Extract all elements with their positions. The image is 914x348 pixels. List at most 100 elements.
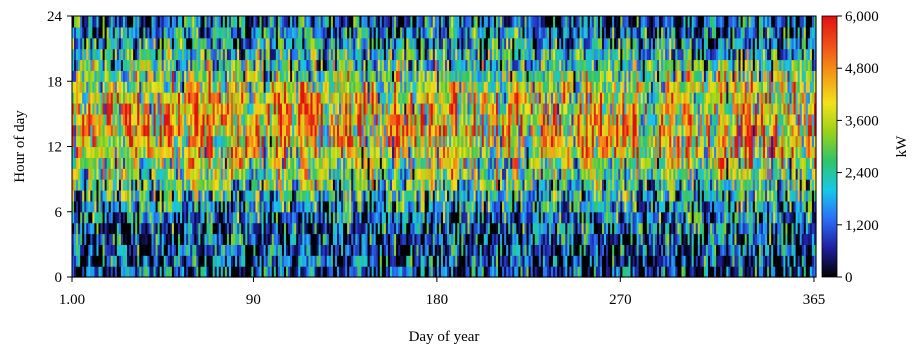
heatmap-cell: [277, 92, 281, 104]
heatmap-cell: [151, 233, 155, 245]
heatmap-cell: [316, 179, 320, 191]
heatmap-cell: [326, 200, 330, 213]
heatmap-cell: [432, 255, 436, 267]
heatmap-cell: [451, 233, 454, 245]
heatmap-cell: [320, 26, 324, 39]
heatmap-cell: [436, 222, 440, 235]
heatmap-cell: [245, 179, 248, 191]
heatmap-cell: [296, 135, 299, 148]
heatmap-cell: [149, 70, 153, 82]
heatmap-cell: [237, 266, 240, 278]
heatmap-cell: [106, 16, 110, 28]
heatmap-cell: [102, 124, 106, 137]
heatmap-cell: [120, 190, 124, 202]
heatmap-cell: [341, 168, 344, 180]
heatmap-cell: [222, 48, 226, 61]
heatmap-cell: [424, 26, 428, 39]
heatmap-cell: [198, 157, 202, 169]
heatmap-cell: [304, 37, 308, 50]
heatmap-cell: [167, 233, 171, 245]
heatmap-cell: [86, 103, 89, 115]
heatmap-cell: [381, 81, 385, 93]
heatmap-cell: [188, 168, 191, 180]
heatmap-cell: [159, 37, 163, 50]
heatmap-cell: [332, 59, 336, 71]
heatmap-cell: [286, 146, 289, 158]
heatmap-cell: [377, 135, 381, 148]
heatmap-cell: [339, 135, 342, 148]
heatmap-cell: [349, 255, 352, 267]
heatmap-cell: [371, 26, 375, 39]
heatmap-cell: [74, 16, 77, 28]
heatmap-cell: [90, 124, 93, 137]
heatmap-cell: [137, 124, 140, 137]
heatmap-cell: [271, 26, 275, 39]
heatmap-cell: [347, 168, 350, 180]
heatmap-cell: [300, 200, 303, 213]
heatmap-cell: [493, 157, 497, 169]
heatmap-cell: [353, 266, 356, 278]
heatmap-cell: [404, 168, 407, 180]
heatmap-cell: [210, 135, 214, 148]
heatmap-cell: [465, 255, 469, 267]
heatmap-cell: [445, 233, 448, 245]
heatmap-cell: [398, 92, 401, 104]
heatmap-cell: [324, 255, 328, 267]
heatmap-cell: [308, 211, 312, 224]
heatmap-cell: [379, 168, 383, 180]
heatmap-cell: [255, 26, 259, 39]
heatmap-cell: [147, 233, 151, 245]
heatmap-cell: [98, 266, 102, 278]
heatmap-cell: [385, 255, 389, 267]
heatmap-cell: [167, 168, 171, 180]
heatmap-cell: [294, 81, 297, 93]
heatmap-cell: [141, 222, 144, 235]
heatmap-cell: [161, 92, 165, 104]
heatmap-cell: [72, 59, 75, 71]
heatmap-cell: [394, 48, 397, 61]
heatmap-cell: [125, 211, 128, 224]
heatmap-cell: [210, 168, 214, 180]
heatmap-cell: [202, 200, 206, 213]
heatmap-cell: [304, 16, 308, 28]
heatmap-cell: [283, 113, 287, 126]
heatmap-cell: [169, 16, 173, 28]
heatmap-cell: [200, 168, 204, 180]
heatmap-cell: [440, 255, 444, 267]
heatmap-cell: [82, 211, 85, 224]
heatmap-cell: [88, 222, 91, 235]
heatmap-cell: [222, 92, 226, 104]
heatmap-cell: [230, 233, 234, 245]
heatmap-cell: [192, 113, 195, 126]
heatmap-cell: [389, 37, 393, 50]
heatmap-cell: [385, 179, 389, 191]
heatmap-cell: [94, 211, 98, 224]
heatmap-cell: [389, 255, 393, 267]
heatmap-cell: [147, 124, 151, 137]
heatmap-cell: [294, 146, 297, 158]
heatmap-cell: [239, 92, 242, 104]
heatmap-cell: [302, 16, 305, 28]
heatmap-cell: [100, 233, 104, 245]
heatmap-cell: [365, 135, 369, 148]
heatmap-cell: [355, 179, 358, 191]
heatmap-cell: [84, 59, 87, 71]
heatmap-cell: [233, 103, 236, 115]
heatmap-cell: [420, 255, 424, 267]
heatmap-cell: [292, 233, 295, 245]
heatmap-cell: [120, 157, 124, 169]
heatmap-cell: [339, 233, 342, 245]
heatmap-cell: [379, 233, 383, 245]
heatmap-cell: [84, 103, 87, 115]
heatmap-cell: [222, 179, 226, 191]
heatmap-cell: [94, 222, 98, 235]
heatmap-cell: [188, 222, 191, 235]
heatmap-cell: [402, 26, 405, 39]
heatmap-cell: [491, 103, 495, 115]
heatmap-cell: [290, 168, 293, 180]
heatmap-cell: [261, 124, 265, 137]
heatmap-cell: [322, 92, 326, 104]
heatmap-cell: [173, 190, 177, 202]
heatmap-cell: [230, 157, 234, 169]
heatmap-cell: [235, 70, 238, 82]
